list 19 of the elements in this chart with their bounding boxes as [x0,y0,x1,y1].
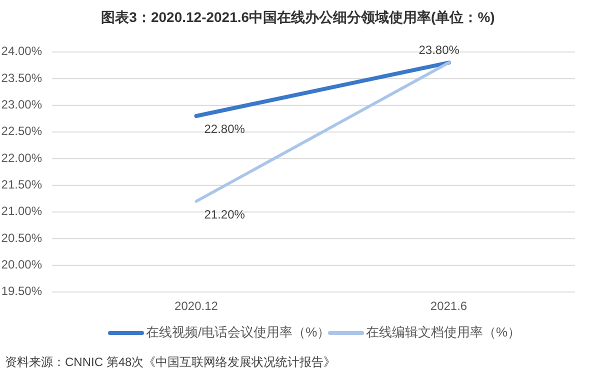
chart-title: 图表3：2020.12-2021.6中国在线办公细分领域使用率(单位：%) [101,9,495,25]
legend-label: 在线编辑文档使用率（%） [366,324,521,340]
data-label: 23.80% [418,42,460,57]
legend-label: 在线视频/电话会议使用率（%） [146,324,330,340]
y-tick-label: 23.50% [1,70,42,85]
y-tick-label: 22.50% [1,124,42,138]
text: 资料来源：CNNIC 第48次《中国互联网络发展状况统计报告》 [5,355,336,369]
y-tick-label: 23.00% [1,98,42,112]
data-label: 22.80% [204,122,246,136]
y-tick-label: 19.50% [1,284,42,298]
y-tick-label: 21.50% [1,178,42,192]
data-label: 21.20% [204,208,246,222]
y-tick-label: 24.00% [1,44,42,58]
x-tick-label: 2020.12 [174,299,218,313]
y-tick-label: 21.00% [1,204,42,218]
y-tick-label: 22.00% [1,150,42,165]
y-tick-label: 20.00% [1,258,42,272]
x-tick-label: 2021.6 [430,299,468,313]
y-tick-label: 20.50% [1,230,42,245]
